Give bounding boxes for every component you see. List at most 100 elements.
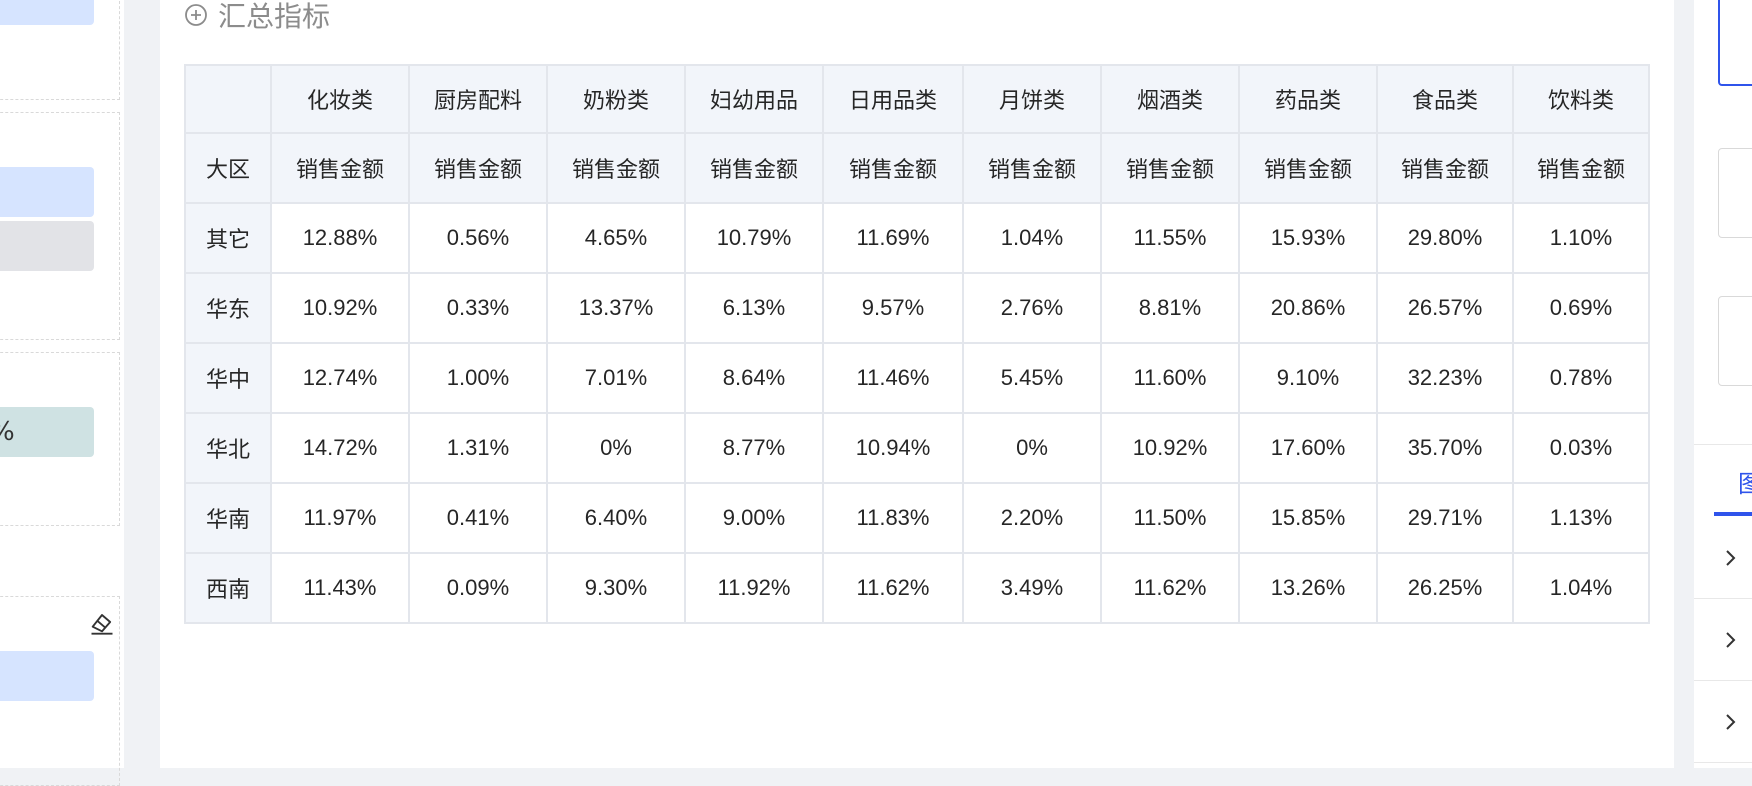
measure-pill[interactable]: % xyxy=(0,407,94,457)
value-cell: 11.97% xyxy=(270,482,410,554)
setting-input[interactable] xyxy=(1718,148,1752,238)
field-drop-zone[interactable] xyxy=(0,0,120,100)
measure-header[interactable]: 销售金额 xyxy=(1100,132,1240,204)
field-pill[interactable] xyxy=(0,651,94,701)
left-config-panel: % xyxy=(0,0,124,786)
value-cell: 11.92% xyxy=(684,552,824,624)
eraser-icon[interactable] xyxy=(88,608,116,636)
value-cell: 9.30% xyxy=(546,552,686,624)
chevron-right-icon[interactable] xyxy=(1722,628,1740,652)
value-cell: 11.69% xyxy=(822,202,964,274)
value-cell: 0.09% xyxy=(408,552,548,624)
corner-cell xyxy=(184,64,272,134)
value-cell: 10.92% xyxy=(1100,412,1240,484)
value-cell: 2.76% xyxy=(962,272,1102,344)
value-cell: 11.62% xyxy=(822,552,964,624)
region-cell: 华北 xyxy=(184,412,272,484)
value-cell: 3.49% xyxy=(962,552,1102,624)
measure-header[interactable]: 销售金额 xyxy=(270,132,410,204)
tab-chart[interactable]: 图 xyxy=(1738,470,1752,498)
region-cell: 华东 xyxy=(184,272,272,344)
pivot-table: 化妆类 厨房配料 奶粉类 妇幼用品 日用品类 月饼类 烟酒类 药品类 食品类 饮… xyxy=(184,64,1650,624)
measure-header-row: 大区 销售金额 销售金额 销售金额 销售金额 销售金额 销售金额 销售金额 销售… xyxy=(184,132,1650,204)
region-cell: 其它 xyxy=(184,202,272,274)
value-cell: 12.74% xyxy=(270,342,410,414)
field-pill[interactable] xyxy=(0,221,94,271)
table-row: 其它 12.88% 0.56% 4.65% 10.79% 11.69% 1.04… xyxy=(184,202,1650,274)
measure-header[interactable]: 销售金额 xyxy=(546,132,686,204)
category-header[interactable]: 饮料类 xyxy=(1512,64,1650,134)
value-cell: 1.10% xyxy=(1512,202,1650,274)
value-cell: 11.62% xyxy=(1100,552,1240,624)
value-cell: 0% xyxy=(546,412,686,484)
category-header[interactable]: 药品类 xyxy=(1238,64,1378,134)
measure-header[interactable]: 销售金额 xyxy=(1376,132,1514,204)
value-cell: 0.03% xyxy=(1512,412,1650,484)
value-cell: 26.25% xyxy=(1376,552,1514,624)
category-header[interactable]: 妇幼用品 xyxy=(684,64,824,134)
table-row: 华南 11.97% 0.41% 6.40% 9.00% 11.83% 2.20%… xyxy=(184,482,1650,554)
measure-pill-label: % xyxy=(0,417,15,447)
value-cell: 4.65% xyxy=(546,202,686,274)
setting-input[interactable] xyxy=(1718,296,1752,386)
measure-header[interactable]: 销售金额 xyxy=(962,132,1102,204)
category-header[interactable]: 日用品类 xyxy=(822,64,964,134)
value-cell: 11.46% xyxy=(822,342,964,414)
value-cell: 1.31% xyxy=(408,412,548,484)
measure-header[interactable]: 销售金额 xyxy=(1512,132,1650,204)
divider xyxy=(1694,762,1752,763)
value-cell: 2.20% xyxy=(962,482,1102,554)
measure-header[interactable]: 销售金额 xyxy=(1238,132,1378,204)
value-cell: 9.10% xyxy=(1238,342,1378,414)
measure-header[interactable]: 销售金额 xyxy=(408,132,548,204)
value-cell: 11.55% xyxy=(1100,202,1240,274)
value-cell: 11.60% xyxy=(1100,342,1240,414)
summary-title: 汇总指标 xyxy=(218,0,331,33)
value-cell: 13.26% xyxy=(1238,552,1378,624)
field-drop-zone[interactable]: % xyxy=(0,352,120,526)
category-header[interactable]: 化妆类 xyxy=(270,64,410,134)
value-cell: 0% xyxy=(962,412,1102,484)
category-header[interactable]: 食品类 xyxy=(1376,64,1514,134)
measure-header[interactable]: 销售金额 xyxy=(684,132,824,204)
value-cell: 15.93% xyxy=(1238,202,1378,274)
value-cell: 0.33% xyxy=(408,272,548,344)
summary-metrics-toggle[interactable]: 汇总指标 xyxy=(184,0,330,33)
setting-input-active[interactable] xyxy=(1718,0,1752,86)
category-header[interactable]: 月饼类 xyxy=(962,64,1102,134)
value-cell: 17.60% xyxy=(1238,412,1378,484)
category-header[interactable]: 厨房配料 xyxy=(408,64,548,134)
value-cell: 9.00% xyxy=(684,482,824,554)
value-cell: 5.45% xyxy=(962,342,1102,414)
table-row: 西南 11.43% 0.09% 9.30% 11.92% 11.62% 3.49… xyxy=(184,552,1650,624)
region-cell: 西南 xyxy=(184,552,272,624)
value-cell: 7.01% xyxy=(546,342,686,414)
field-drop-zone[interactable] xyxy=(0,596,120,786)
value-cell: 11.43% xyxy=(270,552,410,624)
divider xyxy=(1694,680,1752,681)
value-cell: 11.83% xyxy=(822,482,964,554)
value-cell: 1.13% xyxy=(1512,482,1650,554)
value-cell: 0.56% xyxy=(408,202,548,274)
region-cell: 华南 xyxy=(184,482,272,554)
value-cell: 26.57% xyxy=(1376,272,1514,344)
value-cell: 8.81% xyxy=(1100,272,1240,344)
value-cell: 29.80% xyxy=(1376,202,1514,274)
value-cell: 10.94% xyxy=(822,412,964,484)
field-drop-zone[interactable] xyxy=(0,112,120,340)
field-pill[interactable] xyxy=(0,0,94,25)
value-cell: 1.04% xyxy=(962,202,1102,274)
table-row: 华东 10.92% 0.33% 13.37% 6.13% 9.57% 2.76%… xyxy=(184,272,1650,344)
region-column-header[interactable]: 大区 xyxy=(184,132,272,204)
category-header[interactable]: 奶粉类 xyxy=(546,64,686,134)
chevron-right-icon[interactable] xyxy=(1722,546,1740,570)
measure-header[interactable]: 销售金额 xyxy=(822,132,964,204)
chevron-right-icon[interactable] xyxy=(1722,710,1740,734)
pivot-table-card: 汇总指标 化妆类 厨房配料 奶粉类 妇幼用品 日用品类 月饼类 烟酒类 药品类 … xyxy=(160,0,1674,768)
region-cell: 华中 xyxy=(184,342,272,414)
category-header[interactable]: 烟酒类 xyxy=(1100,64,1240,134)
value-cell: 8.77% xyxy=(684,412,824,484)
value-cell: 35.70% xyxy=(1376,412,1514,484)
field-pill[interactable] xyxy=(0,167,94,217)
right-settings-panel: 图 xyxy=(1694,0,1752,768)
